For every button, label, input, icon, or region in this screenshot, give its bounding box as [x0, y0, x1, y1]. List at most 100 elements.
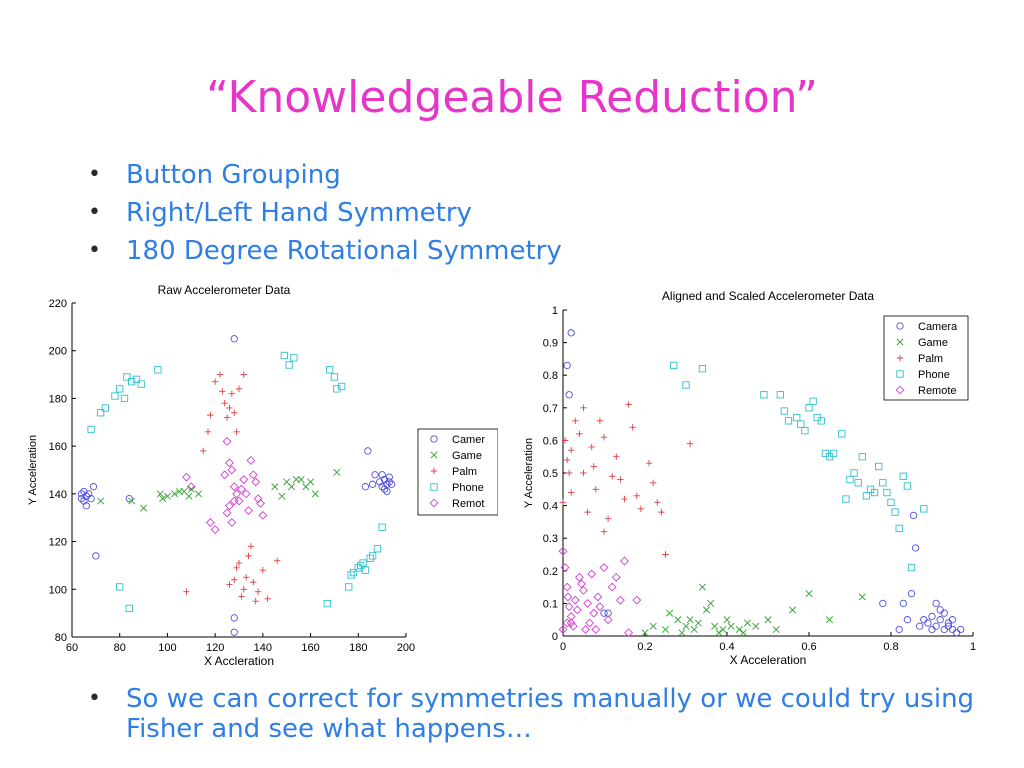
- data-point: [739, 629, 747, 637]
- legend-label: Palm: [918, 353, 943, 365]
- data-point: [649, 622, 657, 630]
- data-point: [187, 485, 195, 493]
- legend-label: Phone: [452, 482, 484, 494]
- data-point: [185, 492, 193, 500]
- data-point: [230, 628, 238, 636]
- data-point: [247, 543, 255, 550]
- data-point: [891, 508, 899, 516]
- data-point: [596, 417, 604, 425]
- data-point: [373, 545, 382, 553]
- data-point: [80, 487, 88, 496]
- data-point: [846, 475, 854, 484]
- data-point: [932, 622, 940, 630]
- data-point: [253, 494, 263, 504]
- data-point: [698, 365, 707, 373]
- y-tick-label: 220: [49, 298, 67, 310]
- x-tick-label: 0.8: [883, 641, 898, 653]
- series-game: [641, 583, 866, 637]
- legend-marker: [430, 451, 438, 459]
- data-point: [156, 490, 164, 498]
- data-point: [125, 604, 133, 613]
- data-point: [920, 505, 928, 513]
- y-tick-label: 0.2: [543, 566, 558, 578]
- data-point: [686, 616, 694, 624]
- data-point: [558, 625, 568, 634]
- legend-label: Game: [918, 337, 948, 349]
- data-point: [776, 391, 784, 399]
- data-point: [140, 504, 148, 512]
- data-point: [207, 411, 214, 419]
- data-point: [380, 475, 389, 484]
- data-point: [116, 385, 124, 393]
- data-point: [574, 572, 584, 582]
- data-point: [637, 505, 645, 513]
- data-point: [611, 572, 621, 582]
- data-point: [92, 552, 100, 560]
- legend-marker: [895, 385, 905, 395]
- series-palm: [559, 401, 694, 558]
- data-point: [154, 366, 162, 374]
- data-point: [85, 490, 93, 498]
- data-point: [678, 629, 686, 637]
- data-point: [564, 602, 574, 612]
- data-point: [337, 382, 346, 391]
- data-point: [568, 489, 575, 496]
- data-point: [899, 599, 907, 608]
- data-point: [858, 453, 866, 461]
- data-point: [77, 490, 86, 498]
- data-point: [251, 477, 261, 487]
- data-point: [566, 612, 576, 621]
- data-point: [236, 484, 246, 494]
- data-point: [604, 515, 612, 522]
- y-tick-label: 80: [55, 632, 67, 644]
- data-point: [371, 471, 379, 479]
- data-point: [264, 595, 271, 603]
- data-point: [250, 578, 257, 586]
- data-point: [349, 568, 358, 577]
- data-point: [620, 556, 629, 566]
- data-point: [682, 622, 690, 630]
- x-tick-label: 140: [254, 642, 272, 654]
- data-point: [240, 371, 247, 378]
- x-tick-label: 100: [158, 642, 176, 654]
- data-point: [226, 581, 233, 588]
- data-point: [380, 485, 389, 493]
- data-point: [924, 619, 932, 627]
- data-point: [565, 469, 573, 477]
- data-point: [842, 495, 850, 503]
- data-point: [789, 606, 797, 614]
- series-remot: [182, 436, 268, 535]
- data-point: [854, 479, 862, 487]
- data-point: [615, 595, 625, 605]
- y-tick-label: 0.6: [543, 435, 558, 447]
- data-point: [568, 621, 578, 631]
- data-point: [219, 388, 226, 395]
- data-point: [235, 385, 243, 393]
- data-point: [97, 497, 105, 505]
- data-point: [259, 567, 267, 574]
- data-point: [682, 381, 690, 389]
- bullet-dot-icon: •: [88, 162, 101, 187]
- data-point: [137, 380, 145, 388]
- legend-marker: [896, 338, 904, 346]
- data-point: [629, 424, 636, 431]
- data-point: [232, 489, 242, 499]
- bullet-text: So we can correct for symmetries manuall…: [126, 684, 975, 744]
- data-point: [561, 437, 569, 444]
- data-point: [645, 460, 653, 467]
- data-point: [361, 566, 370, 574]
- y-tick-label: 0.7: [543, 403, 558, 415]
- data-point: [805, 590, 813, 598]
- data-point: [82, 492, 90, 500]
- data-point: [562, 618, 572, 628]
- legend-marker: [430, 483, 438, 491]
- data-point: [909, 511, 918, 520]
- legend-marker: [896, 370, 904, 378]
- legend-marker: [896, 354, 904, 362]
- data-point: [210, 525, 220, 535]
- data-point: [952, 629, 961, 637]
- data-point: [590, 463, 597, 470]
- data-point: [333, 385, 341, 393]
- data-point: [238, 593, 245, 600]
- data-point: [347, 571, 355, 579]
